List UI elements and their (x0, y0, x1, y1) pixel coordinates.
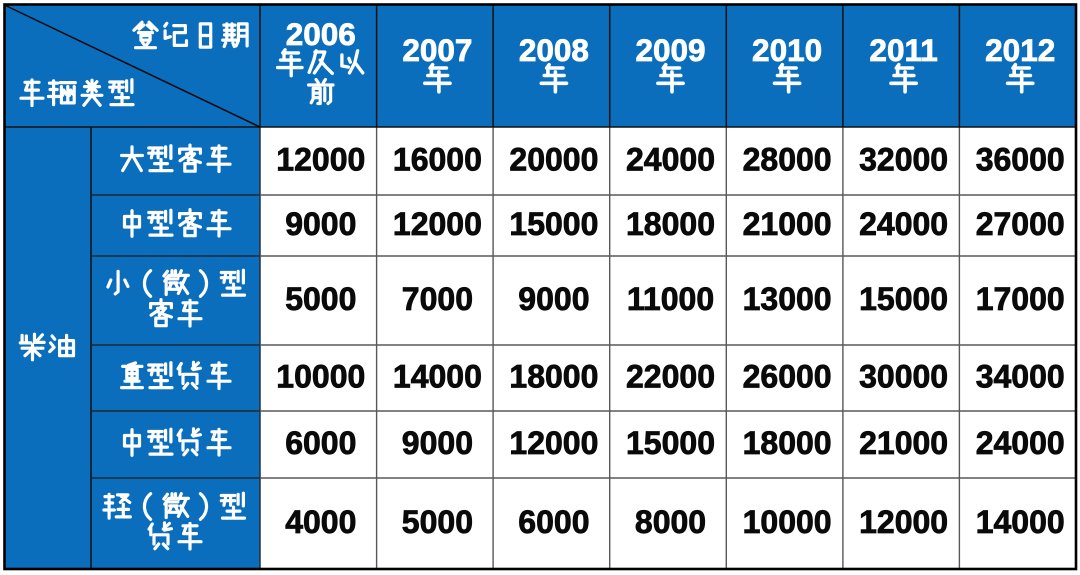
svg-text:13000: 13000 (743, 281, 832, 317)
svg-text:14000: 14000 (976, 504, 1065, 540)
svg-text:16000: 16000 (393, 142, 482, 178)
svg-text:24000: 24000 (976, 425, 1065, 461)
svg-text:32000: 32000 (859, 142, 948, 178)
svg-text:9000: 9000 (402, 425, 473, 461)
svg-text:15000: 15000 (859, 281, 948, 317)
svg-text:7000: 7000 (402, 281, 473, 317)
svg-text:18000: 18000 (509, 359, 598, 395)
svg-text:15000: 15000 (509, 206, 598, 242)
svg-text:24000: 24000 (859, 206, 948, 242)
svg-text:5000: 5000 (402, 504, 473, 540)
svg-text:10000: 10000 (276, 359, 365, 395)
svg-text:5000: 5000 (285, 281, 356, 317)
svg-text:8000: 8000 (635, 504, 706, 540)
svg-text:12000: 12000 (393, 206, 482, 242)
svg-text:2011: 2011 (869, 32, 937, 68)
svg-text:21000: 21000 (743, 206, 832, 242)
svg-text:12000: 12000 (509, 425, 598, 461)
svg-text:2007: 2007 (402, 32, 472, 68)
svg-text:22000: 22000 (626, 359, 715, 395)
svg-text:24000: 24000 (626, 142, 715, 178)
svg-text:36000: 36000 (976, 142, 1065, 178)
svg-text:2008: 2008 (519, 32, 589, 68)
svg-text:18000: 18000 (743, 425, 832, 461)
svg-text:12000: 12000 (859, 504, 948, 540)
svg-text:11000: 11000 (627, 281, 714, 317)
svg-text:30000: 30000 (859, 359, 948, 395)
svg-text:2009: 2009 (635, 32, 705, 68)
svg-text:4000: 4000 (285, 504, 356, 540)
svg-text:9000: 9000 (285, 206, 356, 242)
svg-text:2012: 2012 (985, 32, 1055, 68)
svg-text:18000: 18000 (626, 206, 715, 242)
svg-text:2006: 2006 (286, 16, 356, 52)
svg-text:17000: 17000 (976, 281, 1065, 317)
svg-text:27000: 27000 (976, 206, 1065, 242)
svg-text:10000: 10000 (743, 504, 832, 540)
svg-text:6000: 6000 (518, 504, 589, 540)
svg-text:34000: 34000 (976, 359, 1065, 395)
svg-text:15000: 15000 (626, 425, 715, 461)
svg-text:6000: 6000 (285, 425, 356, 461)
svg-text:12000: 12000 (276, 142, 365, 178)
svg-text:21000: 21000 (859, 425, 948, 461)
svg-text:14000: 14000 (393, 359, 482, 395)
svg-text:28000: 28000 (743, 142, 832, 178)
svg-text:2010: 2010 (752, 32, 822, 68)
svg-text:20000: 20000 (509, 142, 598, 178)
svg-text:9000: 9000 (518, 281, 589, 317)
svg-text:26000: 26000 (743, 359, 832, 395)
